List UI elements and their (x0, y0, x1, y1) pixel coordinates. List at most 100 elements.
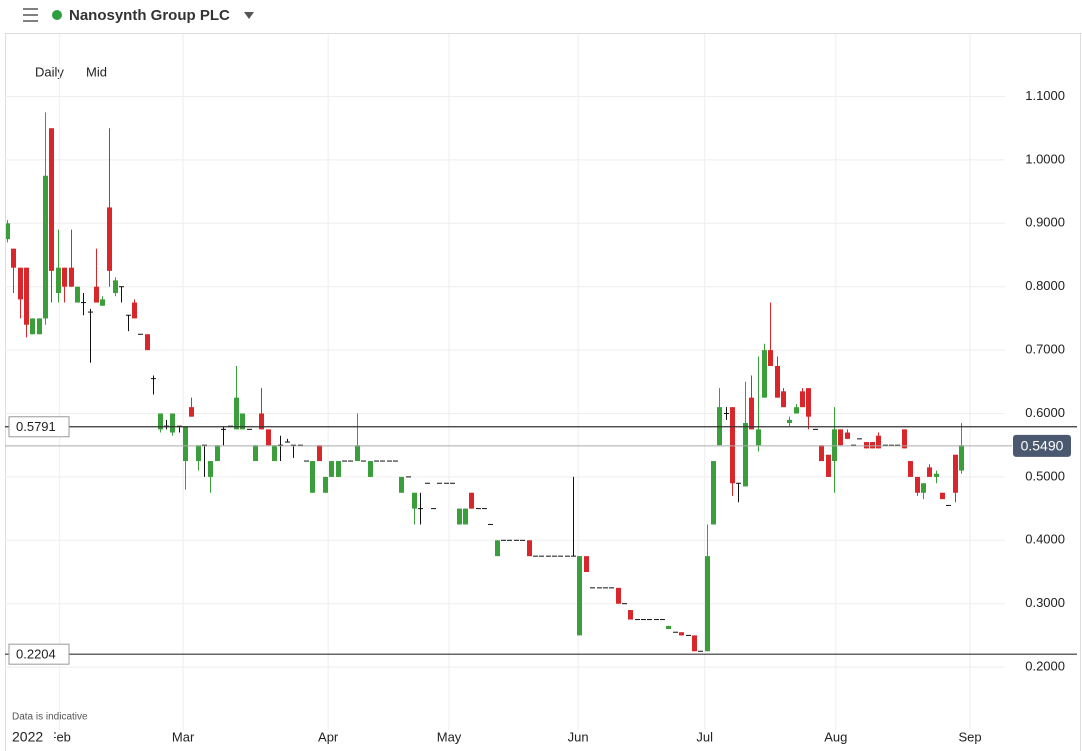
candle-body (113, 280, 118, 294)
candle-body (368, 461, 373, 477)
candle-body (145, 334, 150, 351)
y-tick-label: 0.8000 (1025, 278, 1065, 293)
x-tick-label: May (437, 729, 462, 744)
candle-body (62, 267, 67, 287)
candle-body (666, 625, 671, 630)
year-label: 2022 (12, 729, 43, 745)
candle-body (100, 299, 105, 306)
candle-body (317, 445, 322, 462)
candle-body (730, 407, 735, 484)
instrument-title[interactable]: Nanosynth Group PLC (69, 7, 230, 24)
toolbar: Nanosynth Group PLC (5, 7, 1082, 34)
menu-icon[interactable] (23, 8, 38, 22)
candle-body (679, 632, 684, 636)
candle-body (355, 445, 360, 462)
candle-body (323, 476, 328, 493)
candle-body (196, 445, 201, 462)
data-note: Data is indicative (12, 712, 88, 723)
y-tick-label: 0.4000 (1025, 532, 1065, 547)
candle-body (806, 388, 811, 417)
candle-body (927, 467, 932, 477)
overlay: 0.2000 0.3000 0.4000 0.5000 0.6000 0.7000 0.80… (5, 88, 1077, 747)
y-tick-label: 0.2000 (1025, 659, 1065, 674)
candle-body (775, 365, 780, 398)
candle-body (272, 445, 277, 462)
candle-body (107, 207, 112, 271)
candle-body (56, 267, 61, 294)
candle-body (215, 445, 220, 462)
last-price-box (1013, 434, 1071, 457)
candle-body (234, 397, 239, 430)
x-tick-label: Sep (958, 729, 981, 744)
y-tick-label: 0.5000 (1025, 468, 1065, 483)
candle-body (832, 429, 837, 462)
year-label-bg (6, 729, 54, 747)
candle-body (43, 175, 48, 319)
price-line-label-box (8, 416, 70, 438)
y-tick-label: 0.6000 (1025, 405, 1065, 420)
candle-body (30, 318, 35, 335)
last-price-label: 0.5490 (1021, 438, 1064, 454)
candle-body (794, 407, 799, 414)
candle-body (768, 350, 773, 366)
dropdown-arrow[interactable] (244, 12, 254, 19)
candle-body (711, 461, 716, 525)
y-tick-label: 0.9000 (1025, 215, 1065, 230)
candle-body (838, 429, 843, 446)
candle-body (329, 461, 334, 477)
candle-body (463, 508, 468, 525)
candle-body (259, 413, 264, 430)
price-line-label: 0.5791 (16, 419, 56, 434)
candle-body (158, 413, 163, 430)
y-tick-label: 0.7000 (1025, 342, 1065, 357)
interval-label[interactable]: Daily (35, 64, 64, 79)
candle-body (953, 454, 958, 493)
x-tick-label: Apr (318, 729, 339, 744)
candle-body (18, 267, 23, 300)
status-dot (52, 10, 62, 20)
candle-body (183, 426, 188, 462)
candle-body (399, 476, 404, 493)
candle-body (208, 461, 213, 477)
y-tick-label: 1.1000 (1025, 88, 1065, 103)
candle-body (616, 587, 621, 604)
candle-body (756, 429, 761, 446)
candle-body (132, 302, 137, 319)
candle-body (37, 318, 42, 335)
price-line-label: 0.2204 (16, 647, 56, 662)
candle-body (908, 461, 913, 477)
x-tick-label: Jul (696, 729, 713, 744)
candle-body (266, 429, 271, 446)
candle-body (336, 461, 341, 477)
candle-body (787, 419, 792, 424)
x-tick-label: Feb (49, 729, 71, 744)
candle-body (819, 445, 824, 462)
candle-body (743, 423, 748, 487)
x-tick-label: Aug (824, 729, 847, 744)
candle-body (959, 445, 964, 471)
y-tick-label: 1.0000 (1025, 151, 1065, 166)
candle-body (781, 391, 786, 408)
price-type-label[interactable]: Mid (86, 64, 107, 79)
candle-body (921, 483, 926, 493)
candle-body (749, 397, 754, 430)
candle-body (527, 540, 532, 557)
price-line-label-box (8, 643, 70, 665)
candle-body (495, 540, 500, 557)
grid (5, 34, 1005, 730)
candle-body (189, 407, 194, 417)
candle-body (870, 442, 875, 449)
candle-body (934, 473, 939, 477)
x-tick-label: Jun (568, 729, 589, 744)
candle-body (310, 461, 315, 493)
candle-body (902, 429, 907, 449)
candles (6, 112, 964, 652)
candle-body (170, 413, 175, 433)
candle-body (240, 413, 245, 430)
candle-body (762, 350, 767, 398)
y-tick-label: 0.3000 (1025, 595, 1065, 610)
candle-body (845, 432, 850, 439)
candle-body (826, 454, 831, 477)
